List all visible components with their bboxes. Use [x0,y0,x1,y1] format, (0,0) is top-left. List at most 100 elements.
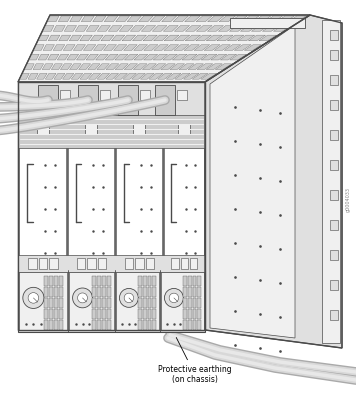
Polygon shape [54,298,58,308]
Polygon shape [54,320,58,330]
Polygon shape [49,287,53,297]
Polygon shape [57,54,69,60]
Bar [49,258,58,269]
Polygon shape [185,16,200,22]
Polygon shape [100,90,110,100]
Bar [330,190,338,200]
Bar [330,280,338,290]
Polygon shape [97,320,101,330]
Polygon shape [224,45,241,51]
Polygon shape [107,287,111,297]
Polygon shape [93,276,96,286]
Polygon shape [183,320,187,330]
Polygon shape [197,309,201,319]
Polygon shape [175,35,190,41]
Polygon shape [59,276,63,286]
Polygon shape [97,73,110,79]
Polygon shape [288,16,306,22]
Bar [28,258,37,269]
Polygon shape [42,25,54,31]
Polygon shape [211,54,227,60]
Bar [133,124,145,134]
Polygon shape [143,320,147,330]
Polygon shape [18,82,205,330]
Polygon shape [149,73,163,79]
Polygon shape [51,64,62,70]
Bar [171,258,179,269]
Polygon shape [184,73,199,79]
Polygon shape [44,309,48,319]
Polygon shape [206,64,222,70]
Polygon shape [80,73,92,79]
Polygon shape [177,90,187,100]
Bar [330,130,338,140]
Bar [87,258,96,269]
Bar [146,258,155,269]
Polygon shape [24,64,34,70]
Polygon shape [19,119,66,261]
Polygon shape [140,90,150,100]
Polygon shape [230,54,246,60]
Polygon shape [80,35,92,41]
Polygon shape [114,45,127,51]
Polygon shape [152,276,156,286]
Polygon shape [73,45,85,51]
Polygon shape [38,54,49,60]
Polygon shape [102,309,106,319]
Polygon shape [33,64,43,70]
Polygon shape [138,309,142,319]
Polygon shape [38,85,58,115]
Polygon shape [193,298,196,308]
Polygon shape [90,35,103,41]
Polygon shape [93,309,96,319]
Polygon shape [119,25,133,31]
Bar [190,258,198,269]
Polygon shape [215,64,232,70]
Polygon shape [253,16,271,22]
Polygon shape [188,320,192,330]
Polygon shape [163,54,177,60]
Polygon shape [143,35,157,41]
Polygon shape [219,25,235,31]
Polygon shape [184,45,199,51]
Bar [330,250,338,260]
Polygon shape [48,54,59,60]
Polygon shape [81,16,94,22]
Polygon shape [69,35,82,41]
Text: Protective earthing
(on chassis): Protective earthing (on chassis) [158,338,232,384]
Polygon shape [116,119,162,261]
Polygon shape [93,320,96,330]
Polygon shape [193,320,196,330]
Polygon shape [59,35,71,41]
Polygon shape [18,270,205,332]
Polygon shape [185,35,200,41]
Polygon shape [53,25,65,31]
Polygon shape [18,115,205,148]
Polygon shape [97,287,101,297]
Polygon shape [277,16,294,22]
Polygon shape [161,272,204,330]
Bar [180,258,188,269]
Polygon shape [210,25,295,338]
Polygon shape [164,45,179,51]
Polygon shape [111,35,125,41]
Bar [330,30,338,40]
Polygon shape [141,25,156,31]
Circle shape [73,288,93,308]
Polygon shape [193,276,196,286]
Bar [37,124,48,134]
Bar [38,258,47,269]
Polygon shape [152,298,156,308]
Polygon shape [70,16,83,22]
Polygon shape [188,276,192,286]
Polygon shape [102,320,106,330]
Bar [330,310,338,320]
Polygon shape [86,25,99,31]
Polygon shape [143,54,158,60]
Polygon shape [54,73,65,79]
Polygon shape [83,45,96,51]
Polygon shape [88,64,100,70]
Polygon shape [214,45,230,51]
Polygon shape [162,16,177,22]
Polygon shape [69,64,81,70]
